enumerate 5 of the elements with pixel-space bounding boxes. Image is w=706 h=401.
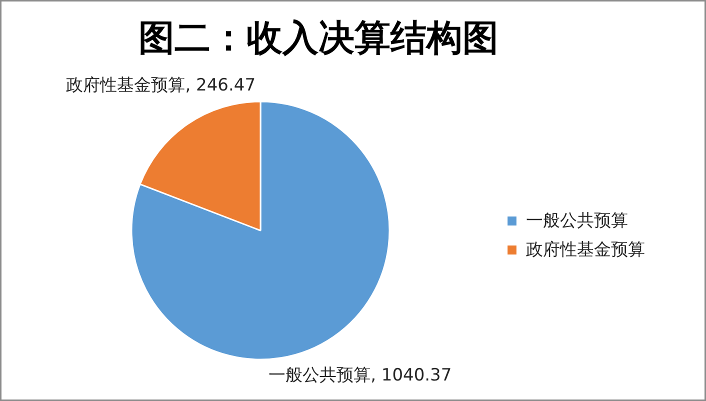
legend-label: 一般公共预算	[526, 210, 628, 232]
data-label: 政府性基金预算, 246.47	[66, 75, 256, 96]
legend-label: 政府性基金预算	[526, 239, 645, 261]
chart-title: 图二：收入决算结构图	[138, 18, 498, 59]
data-label: 一般公共预算, 1040.37	[268, 366, 452, 386]
